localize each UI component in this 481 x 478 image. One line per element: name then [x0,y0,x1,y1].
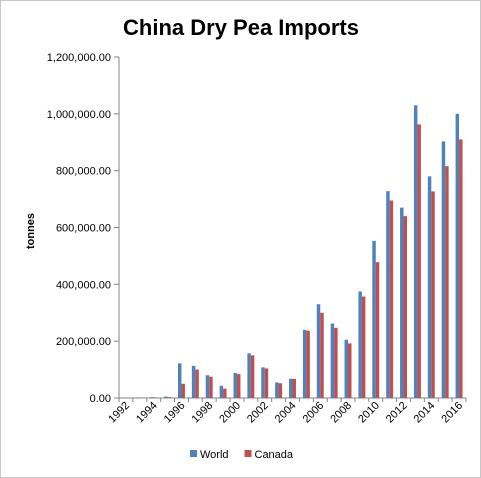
legend-swatch-canada [244,450,252,457]
bar-world-2005 [302,329,307,398]
x-tick-label: 2014 [412,400,438,426]
bar-canada-2003 [278,383,283,398]
bar-canada-1995 [167,397,172,398]
bar-world-2015 [441,141,446,398]
bar-canada-2016 [459,139,463,398]
bar-canada-2002 [264,368,269,398]
bar-world-1997 [191,365,196,398]
bar-canada-1996 [181,383,185,398]
y-tick-label: 1,000,000.00 [47,109,111,121]
bar-world-2002 [261,367,265,398]
bar-world-1994 [150,397,154,398]
x-tick-label: 1994 [134,400,160,426]
bar-world-1995 [164,396,168,398]
y-axis-label: tonnes [25,213,37,249]
y-tick-label: 800,000.00 [56,166,111,178]
legend-swatch-world [190,450,197,457]
y-tick-label: 200,000.00 [56,336,111,348]
bar-canada-2015 [445,166,449,398]
bar-canada-1994 [153,397,158,398]
bar-world-2013 [413,105,418,398]
bar-canada-2010 [375,262,380,398]
y-tick-label: 1,200,000.00 [47,52,111,64]
chart-title: China Dry Pea Imports [123,15,359,40]
bar-world-2010 [372,240,376,398]
bar-world-2014 [427,176,432,398]
bar-canada-2000 [236,374,241,398]
bar-world-2004 [289,378,293,398]
x-tick-label: 2016 [439,400,465,426]
y-tick-label: 0.00 [90,393,111,405]
x-tick-label: 2010 [356,400,382,426]
x-tick-label: 2006 [301,400,327,426]
legend-label-canada: Canada [255,449,294,461]
x-tick-label: 1998 [190,400,216,426]
bar-world-2006 [316,304,321,398]
bar-world-1996 [177,363,182,398]
bar-canada-2007 [334,327,338,398]
y-tick-label: 600,000.00 [56,223,111,235]
bar-world-2000 [233,372,237,398]
bar-world-2001 [247,353,251,398]
x-tick-label: 1996 [162,400,188,426]
bar-canada-2013 [417,124,421,398]
bar-canada-1998 [209,376,213,398]
x-tick-label: 2004 [273,400,299,426]
bar-world-1998 [205,375,210,398]
bar-canada-1999 [223,388,227,398]
bar-canada-2004 [292,378,296,398]
bar-world-1993 [136,397,140,398]
bar-world-2016 [455,113,460,398]
x-axis-ticks: 1992 1994 1996 1998 2000 2002 2004 2006 2008 2010… [106,398,467,426]
bar-canada-2005 [306,330,310,398]
bar-world-2011 [386,191,390,398]
legend: World Canada [190,449,294,461]
legend-label-world: World [200,449,229,461]
y-axis-ticks: 0.00 200,000.00 400,000.00 600,000.00 800,00… [47,52,119,405]
x-tick-label: 2008 [328,400,354,426]
bars [122,105,463,399]
bar-world-2008 [344,339,349,398]
bar-world-1999 [219,385,224,398]
bar-canada-2009 [361,296,366,398]
y-tick-label: 400,000.00 [56,279,111,291]
bar-canada-2008 [348,343,352,398]
bar-canada-1997 [195,369,199,398]
bar-canada-2012 [403,216,408,398]
bar-world-2003 [275,382,279,398]
bar-canada-2001 [250,355,255,399]
bar-canada-2014 [431,191,435,398]
x-tick-label: 2000 [217,400,243,426]
x-tick-label: 2002 [245,400,271,426]
x-tick-label: 2012 [384,400,410,426]
bar-canada-2006 [320,312,324,398]
bar-world-2012 [400,207,404,398]
bar-canada-2011 [389,200,394,398]
bar-world-2007 [330,323,335,398]
bar-world-2009 [358,291,362,398]
